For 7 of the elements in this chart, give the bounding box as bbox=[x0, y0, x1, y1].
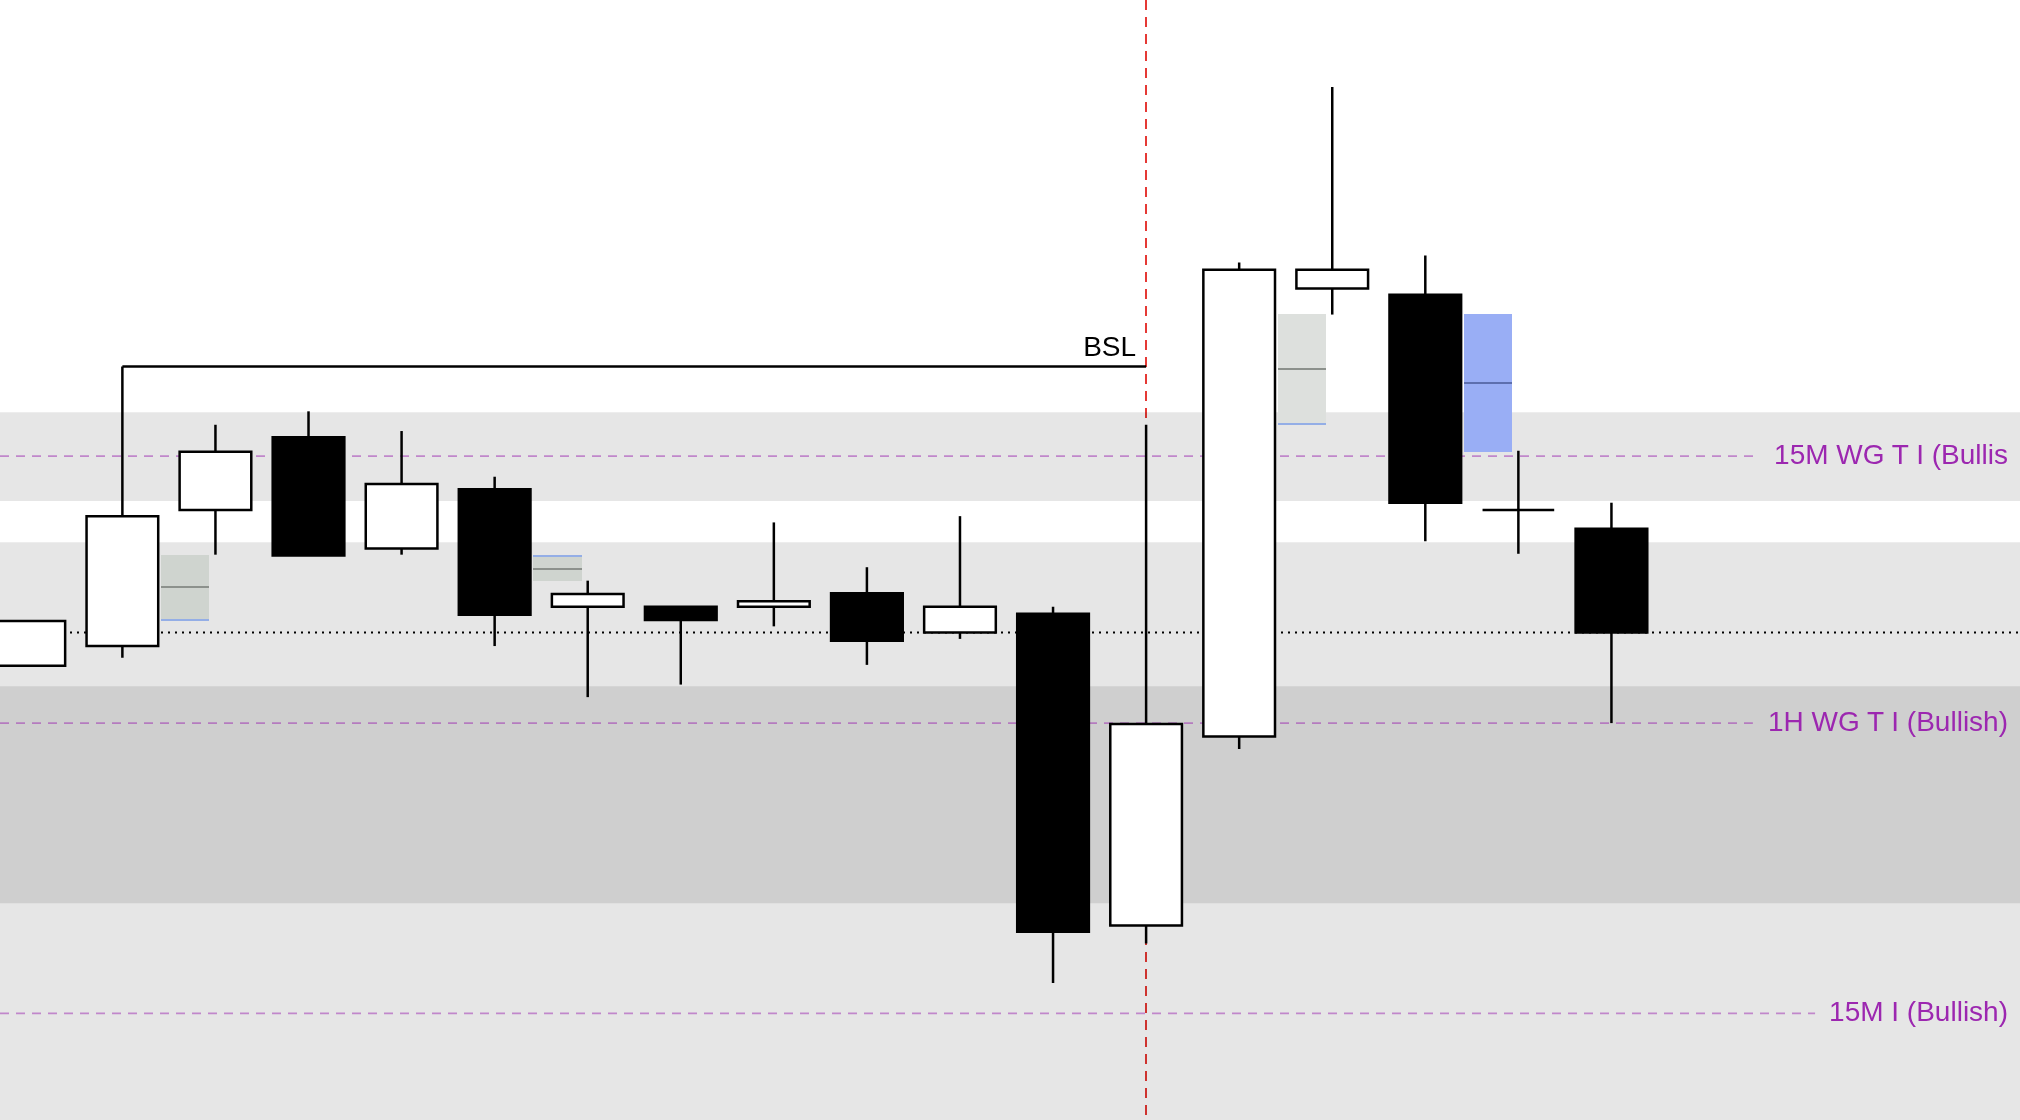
candlestick bbox=[736, 521, 811, 628]
ref-line-label: 1H WG T I (Bullish) bbox=[1767, 705, 2008, 737]
candlestick bbox=[1481, 449, 1556, 556]
ref-line-label: 15M WG T I (Bullis bbox=[1774, 438, 2008, 470]
candlestick bbox=[1295, 87, 1370, 316]
ref-line-label: 15M I (Bullish) bbox=[1829, 996, 2008, 1028]
series-label: BSL bbox=[1083, 330, 1137, 362]
